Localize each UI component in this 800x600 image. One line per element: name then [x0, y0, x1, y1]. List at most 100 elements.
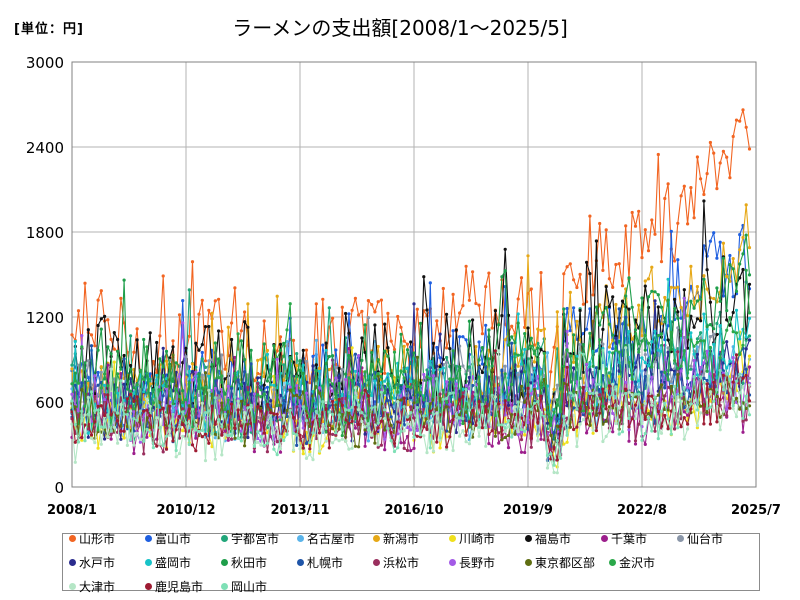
- data-point: [578, 338, 582, 342]
- data-point: [331, 354, 335, 358]
- data-point: [317, 369, 322, 374]
- data-point: [190, 407, 195, 411]
- data-point: [252, 420, 256, 424]
- data-point: [731, 380, 735, 384]
- data-point: [324, 377, 328, 381]
- data-point: [598, 400, 602, 404]
- data-point: [467, 408, 471, 412]
- data-point: [116, 337, 120, 342]
- data-point: [467, 298, 471, 302]
- legend-item: 宇都宮市: [221, 526, 297, 550]
- data-point: [350, 405, 354, 409]
- data-point: [200, 401, 204, 405]
- data-point: [376, 371, 380, 376]
- data-point: [373, 405, 377, 409]
- data-point: [708, 300, 713, 304]
- data-point: [171, 439, 175, 443]
- data-point: [331, 427, 335, 431]
- data-point: [174, 387, 178, 391]
- data-point: [210, 431, 214, 436]
- x-tick-label: 2013/11: [270, 503, 329, 518]
- data-point: [445, 396, 449, 401]
- data-point: [181, 410, 185, 414]
- data-point: [682, 397, 686, 401]
- data-point: [317, 449, 322, 453]
- data-point: [415, 406, 419, 410]
- data-point: [239, 339, 243, 343]
- data-point: [73, 383, 77, 387]
- data-point: [353, 426, 357, 430]
- data-point: [80, 409, 84, 413]
- data-point: [545, 421, 550, 425]
- data-point: [132, 391, 136, 395]
- x-tick-label: 2019/9: [503, 503, 553, 518]
- data-point: [575, 380, 579, 384]
- data-point: [135, 418, 139, 422]
- data-point: [464, 401, 468, 405]
- data-point: [233, 355, 237, 360]
- data-point: [331, 412, 335, 417]
- data-point: [376, 358, 380, 362]
- data-point: [503, 429, 507, 433]
- data-point: [70, 333, 74, 337]
- data-point: [607, 322, 612, 326]
- data-point: [568, 290, 572, 294]
- data-point: [86, 381, 90, 385]
- data-point: [103, 372, 107, 376]
- data-point: [425, 375, 429, 379]
- data-point: [181, 401, 185, 405]
- data-point: [738, 248, 742, 252]
- data-point: [402, 370, 406, 374]
- data-point: [731, 404, 735, 408]
- data-point: [425, 427, 429, 431]
- data-point: [585, 260, 589, 264]
- data-point: [164, 387, 169, 391]
- data-point: [125, 387, 129, 391]
- data-point: [503, 338, 507, 342]
- data-point: [278, 447, 283, 451]
- data-point: [213, 457, 217, 461]
- data-point: [506, 446, 511, 450]
- data-point: [699, 375, 703, 379]
- data-point: [262, 417, 266, 421]
- series-group: [70, 108, 752, 475]
- data-point: [129, 334, 133, 338]
- data-point: [503, 364, 507, 368]
- data-point: [532, 352, 537, 356]
- data-point: [484, 426, 488, 430]
- data-point: [532, 401, 537, 405]
- data-point: [708, 372, 713, 376]
- data-point: [445, 445, 449, 449]
- data-point: [676, 373, 680, 377]
- data-point: [174, 384, 178, 388]
- data-point: [725, 318, 729, 322]
- data-point: [76, 409, 81, 413]
- data-point: [656, 393, 660, 397]
- data-point: [412, 401, 416, 405]
- data-point: [164, 384, 169, 388]
- data-point: [526, 326, 530, 330]
- data-point: [327, 354, 331, 359]
- data-point: [220, 433, 224, 437]
- data-point: [607, 405, 612, 409]
- data-point: [327, 404, 331, 408]
- data-point: [526, 407, 530, 411]
- data-point: [415, 428, 419, 433]
- data-point: [627, 416, 631, 420]
- data-point: [246, 403, 250, 407]
- data-point: [510, 435, 514, 439]
- data-point: [594, 305, 599, 309]
- data-point: [630, 337, 634, 341]
- data-point: [646, 409, 651, 413]
- data-point: [392, 378, 397, 382]
- data-point: [643, 348, 647, 352]
- data-point: [262, 431, 266, 435]
- data-point: [73, 440, 77, 444]
- data-point: [399, 429, 403, 433]
- data-point: [301, 446, 305, 450]
- data-point: [308, 441, 312, 445]
- data-point: [699, 339, 703, 343]
- data-point: [598, 382, 602, 387]
- data-point: [562, 307, 566, 311]
